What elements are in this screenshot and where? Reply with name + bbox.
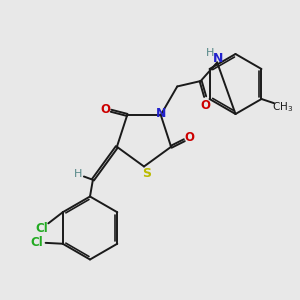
Text: Cl: Cl [35, 222, 48, 235]
Text: H: H [206, 48, 215, 58]
Text: O: O [100, 103, 111, 116]
Text: S: S [142, 167, 151, 180]
Text: H: H [74, 169, 83, 179]
Text: N: N [156, 107, 167, 120]
Text: CH$_3$: CH$_3$ [272, 100, 294, 114]
Text: Cl: Cl [31, 236, 44, 249]
Text: O: O [185, 131, 195, 144]
Text: N: N [213, 52, 223, 65]
Text: O: O [201, 99, 211, 112]
